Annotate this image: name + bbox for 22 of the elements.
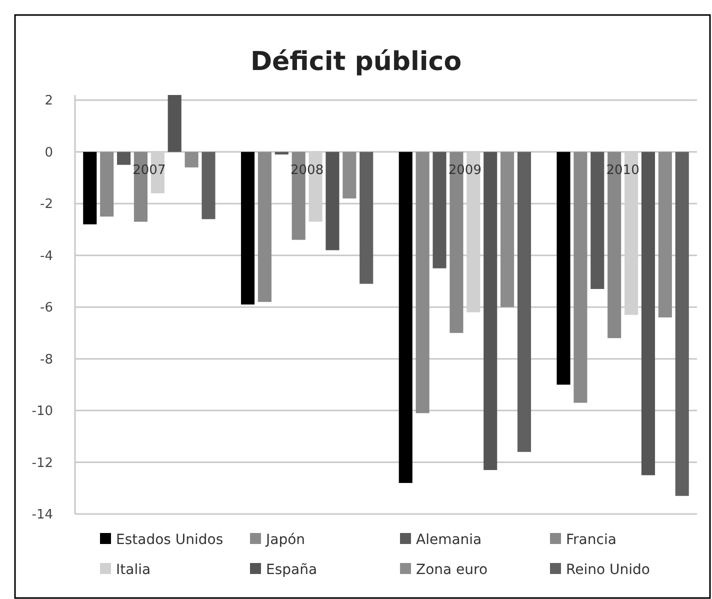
- legend-label: Japón: [265, 532, 306, 548]
- legend-label: Francia: [566, 532, 616, 548]
- y-tick-label: 0: [44, 145, 53, 160]
- legend-label: España: [266, 562, 318, 578]
- y-tick-label: -14: [32, 508, 53, 523]
- x-tick-label: 2008: [290, 162, 324, 178]
- legend-label: Zona euro: [416, 562, 488, 578]
- y-tick-label: -10: [32, 404, 53, 420]
- y-tick-label: -6: [40, 300, 53, 316]
- y-tick-label: -4: [40, 248, 53, 264]
- legend-label: Italia: [116, 562, 151, 578]
- legend-label: Estados Unidos: [116, 532, 224, 548]
- x-tick-label: 2007: [132, 162, 166, 178]
- y-tick-label: -2: [40, 197, 53, 212]
- y-tick-label: -12: [32, 456, 53, 471]
- chart-title: Déficit público: [250, 47, 462, 77]
- y-tick-label: -8: [40, 352, 53, 368]
- x-tick-label: 2009: [448, 162, 482, 178]
- legend-label: Reino Unido: [566, 562, 650, 578]
- y-tick-label: 2: [44, 94, 53, 109]
- x-tick-label: 2010: [606, 162, 640, 178]
- legend-label: Alemania: [416, 532, 482, 548]
